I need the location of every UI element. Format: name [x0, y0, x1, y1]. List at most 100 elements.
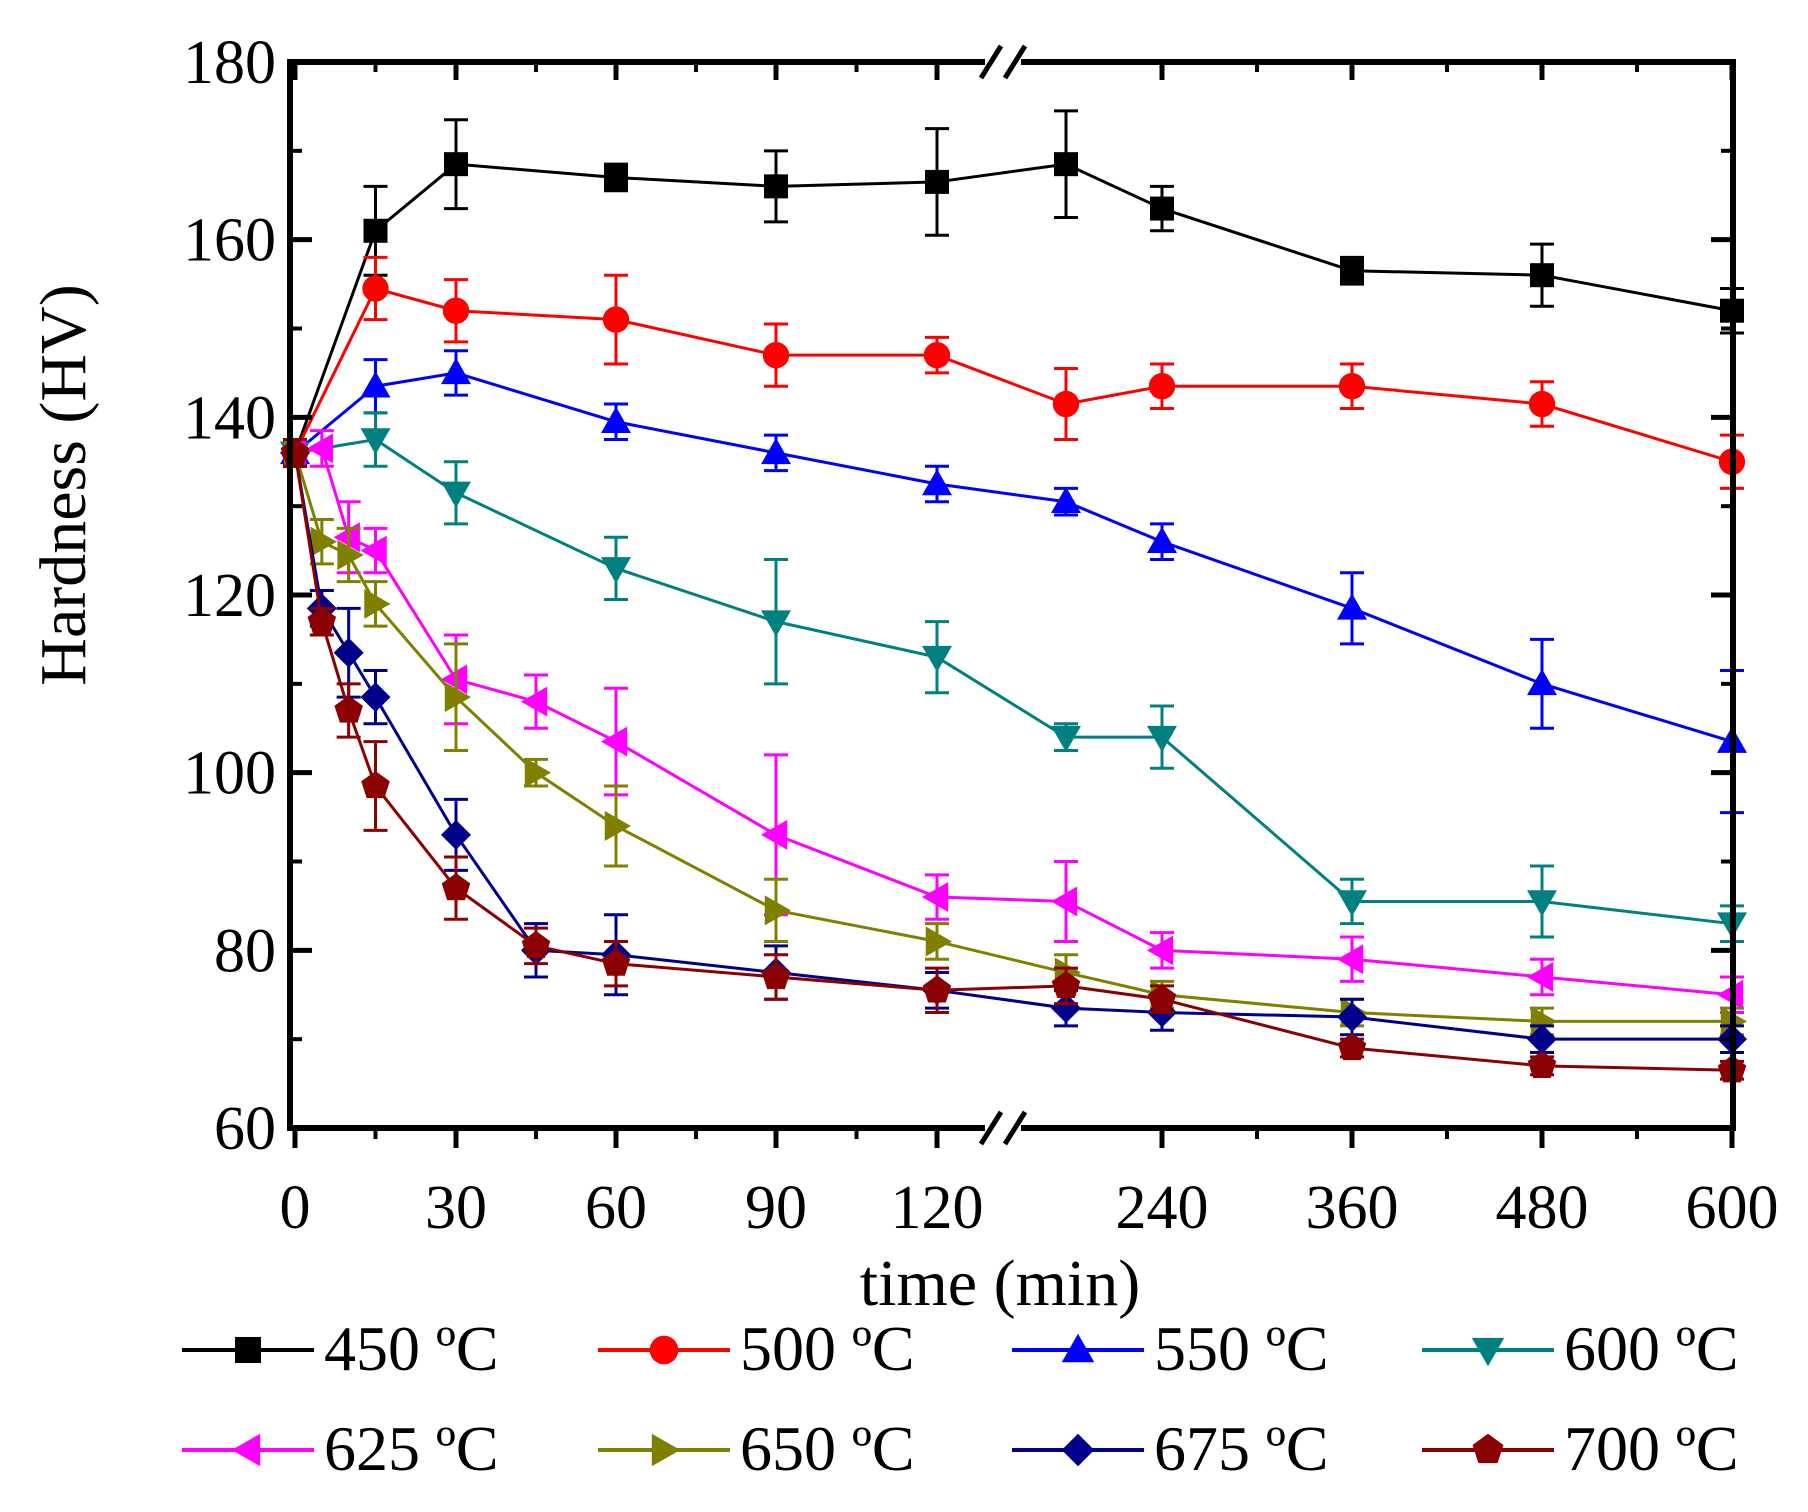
data-point: [922, 882, 949, 913]
legend-label: 550 ºC: [1154, 1313, 1329, 1384]
data-point: [602, 306, 630, 333]
series-3: [280, 349, 1747, 815]
data-point: [923, 341, 951, 369]
data-point: [441, 357, 471, 385]
data-point: [604, 165, 628, 190]
axes: 60 80 100 120 140 160 180 0 30 60 90 120 240 360 480 60…: [183, 29, 1779, 1242]
data-point: [441, 873, 471, 901]
series-line: [293, 452, 1733, 1072]
data-point: [762, 341, 790, 369]
data-point: [307, 606, 337, 634]
data-point: [1337, 1001, 1367, 1032]
data-point: [441, 481, 471, 508]
y-tick-label: 180: [183, 29, 276, 97]
data-point: [1051, 970, 1081, 999]
data-point: [360, 682, 391, 713]
legend-marker: [649, 1335, 679, 1365]
legend-item: 625 ºC: [182, 1413, 499, 1484]
data-point: [360, 535, 387, 566]
legend-item: 500 ºC: [598, 1313, 915, 1384]
x-tick-label: 120: [891, 1174, 984, 1242]
data-point: [925, 926, 952, 957]
data-point: [1147, 935, 1174, 966]
data-point: [1528, 390, 1556, 418]
data-point: [761, 437, 791, 465]
data-point: [1052, 390, 1080, 418]
data-point: [1051, 993, 1081, 1024]
data-point: [1527, 1024, 1557, 1055]
legend-item: 550 ºC: [1012, 1313, 1329, 1384]
data-point: [922, 975, 952, 1003]
series-1: [283, 109, 1744, 468]
legend: 450 ºC 500 ºC 550 ºC 600 ºC 625 ºC 650 ºC 675 …: [182, 1313, 1739, 1484]
series-line: [293, 286, 1733, 464]
data-point: [1147, 984, 1177, 1012]
data-point: [1147, 526, 1177, 553]
legend-label: 650 ºC: [740, 1413, 915, 1484]
x-tick-label: 240: [1116, 1174, 1209, 1242]
data-point: [761, 610, 791, 637]
series-5: [280, 429, 1744, 1015]
legend-label: 600 ºC: [1564, 1313, 1739, 1384]
data-point: [1337, 944, 1364, 975]
data-point: [360, 428, 391, 455]
data-point: [1337, 1033, 1367, 1061]
data-point: [925, 169, 949, 194]
legend-label: 675 ºC: [1154, 1413, 1329, 1484]
data-point: [922, 468, 952, 496]
x-tick-label: 90: [745, 1174, 807, 1242]
data-point: [601, 406, 631, 434]
legend-label: 700 ºC: [1564, 1413, 1739, 1484]
x-tick-label: 60: [585, 1174, 647, 1242]
data-point: [441, 664, 468, 695]
legend-label: 450 ºC: [324, 1313, 499, 1384]
data-point: [442, 297, 470, 324]
legend-label: 500 ºC: [740, 1313, 915, 1384]
series-7: [280, 437, 1747, 1055]
data-point: [1530, 263, 1554, 288]
data-point: [306, 433, 334, 464]
data-point: [362, 275, 389, 302]
y-axis-title: Hardness (HV): [27, 284, 100, 685]
data-point: [1527, 961, 1554, 992]
y-tick-label: 80: [214, 917, 276, 985]
data-point: [1527, 890, 1557, 917]
y-tick-label: 120: [183, 562, 276, 630]
legend-marker: [651, 1433, 681, 1467]
series-line: [293, 452, 1732, 1023]
legend-marker: [1061, 1333, 1095, 1363]
plot-area: [280, 109, 1747, 1083]
data-point: [764, 174, 788, 199]
series-line: [293, 162, 1733, 454]
data-point: [1148, 373, 1176, 400]
series-line: [294, 437, 1733, 926]
data-point: [1527, 1050, 1557, 1078]
y-tick-label: 160: [183, 207, 276, 275]
data-point: [521, 686, 548, 717]
series-line: [294, 371, 1733, 744]
data-point: [604, 810, 631, 841]
legend-label: 625 ºC: [324, 1413, 499, 1484]
data-point: [1051, 886, 1078, 917]
y-tick-label: 60: [214, 1095, 276, 1163]
y-tick-label: 100: [183, 740, 276, 808]
x-tick-label: 360: [1306, 1174, 1399, 1242]
data-point: [1337, 593, 1367, 620]
series-line: [293, 452, 1732, 1041]
legend-marker: [1472, 1433, 1504, 1464]
data-point: [360, 371, 391, 398]
data-point: [521, 930, 551, 959]
data-point: [1051, 486, 1081, 513]
data-point: [601, 557, 631, 584]
data-point: [310, 526, 337, 557]
data-point: [1150, 196, 1174, 221]
x-axis-break-mark: [978, 1110, 1004, 1146]
data-point: [337, 540, 364, 571]
data-point: [1337, 890, 1367, 917]
x-tick-label: 480: [1496, 1174, 1589, 1242]
x-tick-label: 600: [1686, 1174, 1779, 1242]
data-point: [764, 895, 791, 926]
series-6: [283, 437, 1747, 1037]
data-point: [361, 770, 390, 799]
data-point: [601, 726, 628, 757]
